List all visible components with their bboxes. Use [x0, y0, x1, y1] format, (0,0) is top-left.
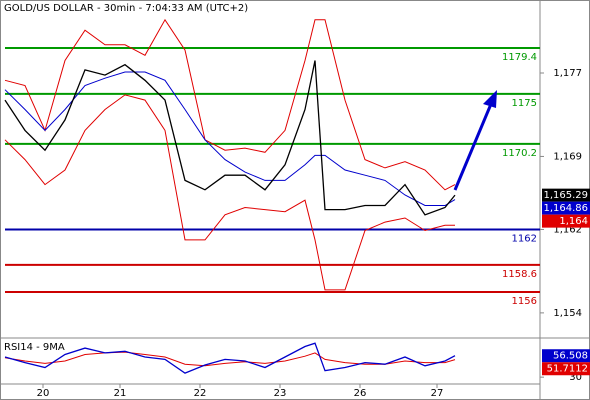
- price-tag: [542, 201, 590, 215]
- plot: 1,177 1,169 1,162 1,154 20 21 22 23 26 27 1179.4 11…: [4, 18, 590, 399]
- price-tag-label: 1,164: [559, 216, 588, 227]
- y-tick-label: 1,162: [553, 224, 582, 235]
- level-label: 1175: [512, 98, 537, 109]
- x-tick-label: 26: [354, 388, 367, 399]
- rsi-title: RSI14 - 9MA: [4, 342, 65, 353]
- forecast-arrow: [453, 103, 493, 191]
- x-tick-label: 21: [114, 388, 127, 399]
- x-tick-label: 22: [194, 388, 207, 399]
- level-label: 1179.4: [502, 52, 537, 63]
- x-tick-label: 23: [274, 388, 287, 399]
- price-tag-label: 56.508: [553, 351, 588, 362]
- arrow-head: [483, 90, 497, 108]
- y-tick-label: 1,177: [553, 68, 582, 79]
- price-tag: [542, 362, 590, 376]
- y-tick-label: 1,169: [553, 151, 582, 162]
- price-tag: [542, 214, 590, 228]
- series-line: [4, 60, 456, 216]
- level-label: 1156: [512, 296, 537, 307]
- series-line: [4, 94, 455, 291]
- price-tag-label: 51.7112: [547, 364, 588, 375]
- price-tag: [542, 349, 590, 363]
- price-tag-label: 1,164.86: [543, 203, 588, 214]
- level-label: 1170.2: [502, 148, 537, 159]
- series-line: [4, 18, 456, 191]
- level-label: 1162: [512, 233, 537, 244]
- price-tag: [542, 188, 590, 202]
- chart-title: GOLD/US DOLLAR - 30min - 7:04:33 AM (UTC…: [4, 3, 248, 14]
- y-tick-label: 30: [569, 372, 582, 383]
- y-tick-label: 1,154: [553, 308, 582, 319]
- x-tick-label: 20: [37, 388, 50, 399]
- level-label: 1158.6: [502, 269, 537, 280]
- series-line: [4, 342, 456, 374]
- price-tag-label: 1,165.29: [543, 190, 588, 201]
- x-tick-label: 27: [431, 388, 444, 399]
- series-line: [4, 71, 456, 206]
